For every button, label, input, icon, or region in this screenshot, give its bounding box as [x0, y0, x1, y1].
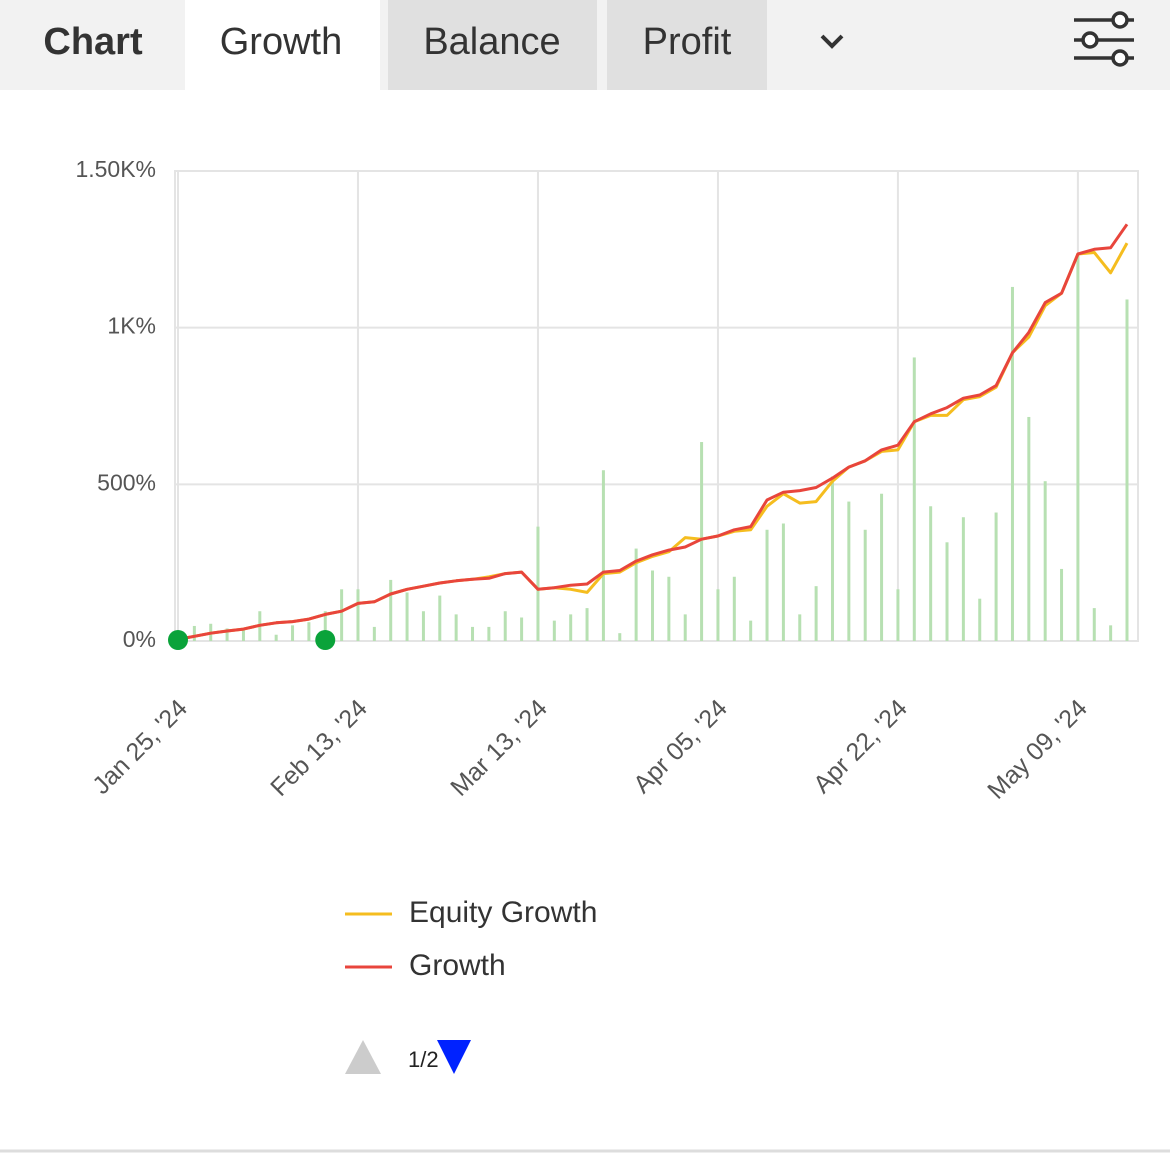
bar — [732, 576, 736, 641]
tab-bg — [388, 0, 597, 90]
bar — [700, 442, 704, 641]
marker — [168, 630, 188, 650]
settings-icon[interactable] — [1074, 11, 1134, 67]
bar — [1125, 299, 1129, 641]
bar — [667, 576, 671, 641]
x-tick-label: Feb 13, '24 — [265, 694, 373, 802]
bar — [372, 626, 376, 641]
tab-bg — [607, 0, 767, 90]
bar — [765, 529, 769, 641]
bar — [307, 622, 311, 641]
y-tick-label: 1K% — [107, 313, 156, 339]
bar — [847, 501, 851, 641]
tab[interactable]: Profit — [643, 21, 732, 63]
bar — [1010, 286, 1014, 641]
marker — [315, 630, 336, 650]
pager-down[interactable] — [437, 1040, 471, 1074]
bar — [798, 614, 802, 641]
bar — [929, 506, 933, 641]
bar — [274, 634, 278, 641]
tab-active-bg — [185, 0, 380, 90]
x-tick-label: Mar 13, '24 — [445, 694, 553, 802]
x-tick-label: Apr 22, '24 — [808, 694, 913, 799]
bar — [618, 633, 622, 641]
bar — [880, 493, 884, 641]
bar — [749, 620, 753, 641]
bar — [454, 614, 458, 641]
bar — [651, 570, 654, 641]
legend-label: Equity Growth — [409, 896, 597, 929]
bar — [781, 523, 785, 641]
bar — [683, 614, 687, 641]
y-tick-label: 0% — [123, 626, 156, 652]
bar — [192, 625, 196, 641]
bar — [520, 617, 524, 641]
bar — [830, 476, 834, 641]
bar — [912, 357, 916, 641]
x-tick-label: May 09, '24 — [982, 694, 1093, 805]
bar — [503, 611, 507, 641]
bar — [1092, 608, 1096, 641]
bar — [487, 626, 491, 641]
bar — [421, 611, 425, 641]
plot-area — [174, 170, 1139, 642]
x-tick-label: Jan 25, '24 — [87, 694, 193, 800]
bar — [585, 608, 589, 641]
bar — [241, 628, 245, 641]
bar — [323, 611, 327, 641]
bar — [945, 542, 949, 641]
bar — [536, 526, 540, 641]
y-tick-label: 1.50K% — [75, 156, 156, 182]
bar — [340, 589, 344, 641]
pager-label: 1/2 — [408, 1047, 439, 1072]
line — [177, 223, 1129, 641]
bar — [225, 628, 229, 641]
legend-label: Growth — [409, 949, 506, 982]
bar — [994, 512, 998, 641]
bar — [634, 548, 638, 641]
tab[interactable]: Balance — [423, 21, 560, 63]
x-tick-label: Apr 05, '24 — [628, 694, 733, 799]
bar — [389, 579, 393, 641]
y-tick-label: 500% — [97, 469, 156, 495]
bar — [471, 626, 475, 641]
bar — [405, 592, 409, 641]
bar — [716, 589, 720, 641]
bar — [601, 470, 605, 641]
more-tabs[interactable] — [820, 34, 844, 49]
bar — [569, 614, 573, 641]
bar — [1076, 255, 1080, 641]
bar — [356, 589, 360, 641]
bar — [291, 625, 295, 641]
bar — [961, 517, 965, 641]
bar — [978, 598, 982, 641]
bar — [814, 586, 818, 641]
bar — [1109, 625, 1113, 641]
bar — [896, 589, 900, 641]
tab[interactable]: Chart — [43, 21, 143, 63]
pager-up[interactable] — [345, 1040, 381, 1074]
bar — [438, 595, 442, 641]
bar — [1060, 568, 1064, 641]
bar — [552, 620, 556, 641]
bar — [863, 529, 867, 641]
tab[interactable]: Growth — [220, 21, 342, 63]
bar — [1043, 481, 1047, 641]
bar — [1027, 416, 1031, 641]
